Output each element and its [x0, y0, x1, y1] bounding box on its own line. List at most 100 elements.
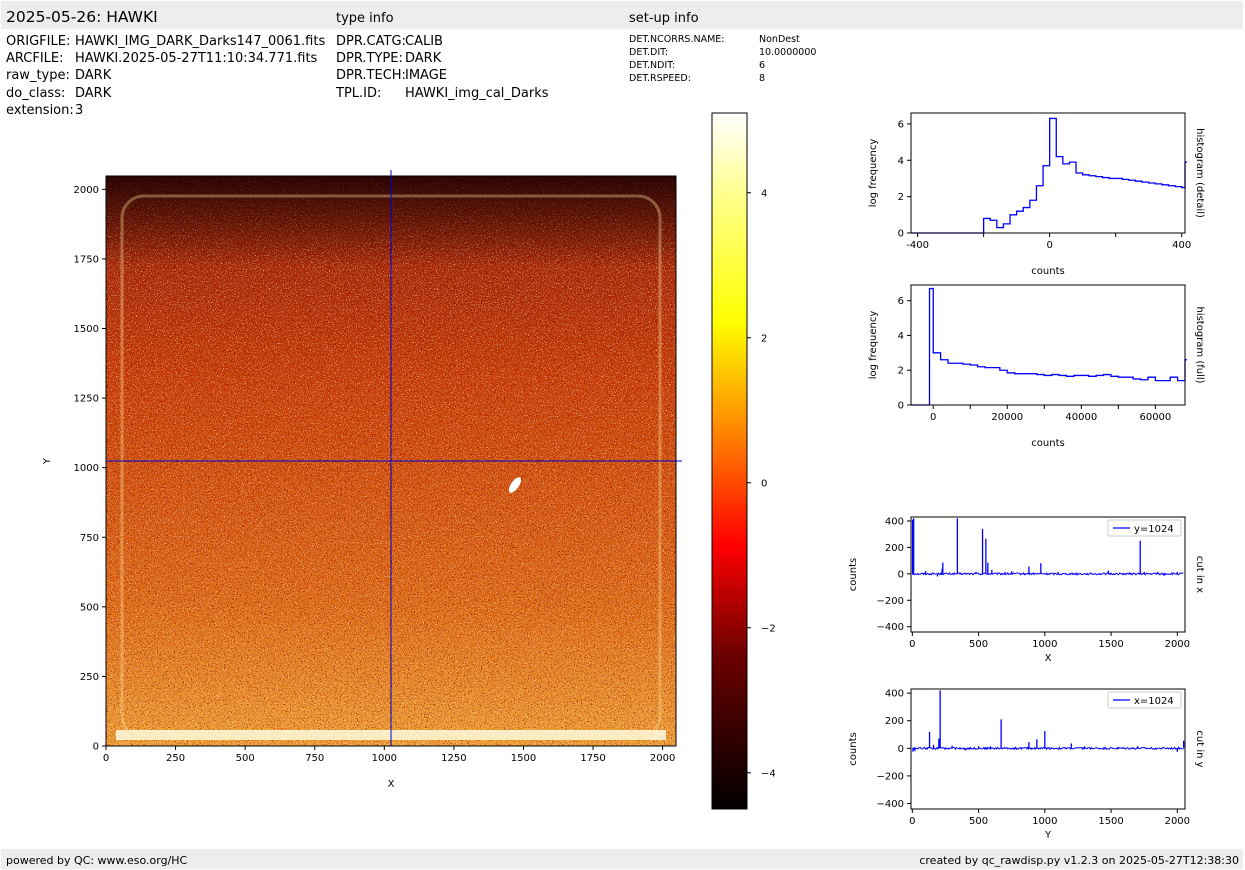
- x-tick-label: 0: [1046, 240, 1052, 251]
- x-tick-label: 1500: [1098, 816, 1123, 827]
- y-tick-label: 2: [898, 192, 904, 203]
- y-axis-label: log frequency: [868, 139, 879, 208]
- colorbar: [711, 112, 748, 810]
- type-info-value: DARK: [405, 51, 442, 66]
- y-tick-label: 0: [898, 229, 904, 240]
- footer-created: created by qc_rawdisp.py v1.2.3 on 2025-…: [919, 854, 1239, 867]
- y-tick-label: 500: [80, 602, 99, 613]
- file-info-key: ARCFILE:: [6, 51, 64, 66]
- y-tick-label: 6: [898, 119, 904, 130]
- y-axis-label: Y: [42, 457, 53, 465]
- legend: y=1024: [1107, 519, 1182, 537]
- colorbar-tick-label: −4: [761, 768, 776, 779]
- x-tick-label: 750: [305, 753, 324, 764]
- profile-noise-line: [912, 571, 1184, 576]
- cut-in-x-frame: [910, 516, 1186, 633]
- legend-label: x=1024: [1134, 696, 1174, 707]
- y-tick-label: 200: [885, 543, 904, 554]
- legend-box: [1107, 519, 1182, 537]
- setup-info-key: DET.RSPEED:: [629, 73, 691, 84]
- file-info-key: extension:: [6, 103, 74, 118]
- x-tick-label: 500: [969, 816, 988, 827]
- y-tick-label: 1500: [74, 324, 99, 335]
- type-info-key: TPL.ID:: [336, 86, 382, 101]
- y-tick-label: 4: [898, 156, 904, 167]
- legend-label: y=1024: [1134, 524, 1174, 535]
- legend: x=1024: [1107, 691, 1182, 709]
- file-info-key: raw_type:: [6, 68, 70, 83]
- x-tick-label: 1250: [441, 753, 466, 764]
- x-tick-label: 1500: [511, 753, 536, 764]
- type-info-value: CALIB: [405, 34, 443, 49]
- type-info-label: type info: [336, 11, 394, 26]
- x-tick-label: 0: [909, 639, 915, 650]
- panel-side-label: histogram (detail): [1194, 128, 1205, 218]
- y-tick-label: −200: [877, 771, 904, 782]
- histogram-detail-frame: [910, 112, 1186, 234]
- y-tick-label: −200: [877, 596, 904, 607]
- histogram-full-frame: [910, 284, 1186, 406]
- histogram-full-axes: 0 20000 40000 60000 0 2 4 6 counts log frequency h…: [868, 296, 1205, 449]
- x-tick-label: 1000: [1032, 639, 1057, 650]
- y-axis-label: counts: [848, 558, 859, 591]
- histogram-line: [928, 287, 1187, 405]
- setup-info-key: DET.NCORRS.NAME:: [629, 34, 725, 45]
- setup-info-value: 8: [759, 73, 766, 84]
- page-title: 2025-05-26: HAWKI: [6, 8, 158, 26]
- setup-info-key: DET.DIT:: [629, 47, 669, 58]
- x-axis-label: X: [1045, 653, 1052, 664]
- x-tick-label: 500: [969, 639, 988, 650]
- panel-side-label: cut in y: [1194, 730, 1205, 767]
- colorbar-tick-label: 4: [761, 188, 767, 199]
- y-tick-label: 400: [885, 516, 904, 527]
- x-tick-label: -400: [906, 240, 929, 251]
- x-tick-label: 1000: [372, 753, 397, 764]
- file-info-value: DARK: [75, 86, 112, 101]
- x-axis-label: X: [388, 779, 395, 790]
- x-tick-label: 400: [1172, 240, 1191, 251]
- y-tick-label: 0: [93, 742, 99, 753]
- legend-box: [1107, 691, 1182, 709]
- cut-in-y-frame: [910, 688, 1186, 810]
- x-tick-label: 0: [103, 753, 109, 764]
- x-tick-label: 2000: [1165, 816, 1190, 827]
- x-tick-label: 0: [909, 816, 915, 827]
- image-axes: 0 250 500 750 1000 1250 1500 1750 2000 0 250 500 750…: [42, 185, 675, 790]
- type-info-key: DPR.CATG:: [336, 34, 406, 49]
- x-tick-label: 20000: [991, 412, 1023, 423]
- y-tick-label: 2: [898, 366, 904, 377]
- header-bar: [1, 1, 1243, 29]
- y-tick-label: −400: [877, 622, 904, 633]
- file-info-key: ORIGFILE:: [6, 34, 71, 49]
- profile-noise-line: [912, 746, 1184, 751]
- x-axis-label: counts: [1031, 266, 1064, 277]
- footer-credit: powered by QC: www.eso.org/HC: [6, 854, 188, 867]
- y-axis-label: counts: [848, 732, 859, 765]
- y-tick-label: 4: [898, 331, 904, 342]
- colorbar-tick-label: 2: [761, 333, 767, 344]
- footer-bar: [1, 849, 1243, 869]
- y-tick-label: 0: [898, 744, 904, 755]
- y-tick-label: 1000: [74, 463, 99, 474]
- y-tick-label: 0: [898, 401, 904, 412]
- type-info-key: DPR.TYPE:: [336, 51, 403, 66]
- x-axis-label: Y: [1044, 830, 1052, 841]
- y-tick-label: 2000: [74, 185, 99, 196]
- setup-info-label: set-up info: [629, 11, 699, 26]
- x-tick-label: 1000: [1032, 816, 1057, 827]
- image-bright-blob: [508, 477, 522, 493]
- x-tick-label: 2000: [1165, 639, 1190, 650]
- x-tick-label: 2000: [650, 753, 675, 764]
- type-info-key: DPR.TECH:: [336, 68, 406, 83]
- file-info-value: HAWKI.2025-05-27T11:10:34.771.fits: [75, 51, 318, 66]
- y-tick-label: 1250: [74, 394, 99, 405]
- type-info-value: IMAGE: [405, 68, 448, 83]
- x-axis-label: counts: [1031, 438, 1064, 449]
- file-info-value: HAWKI_IMG_DARK_Darks147_0061.fits: [75, 34, 326, 49]
- y-axis-label: log frequency: [868, 311, 879, 380]
- colorbar-tick-label: 0: [761, 478, 767, 489]
